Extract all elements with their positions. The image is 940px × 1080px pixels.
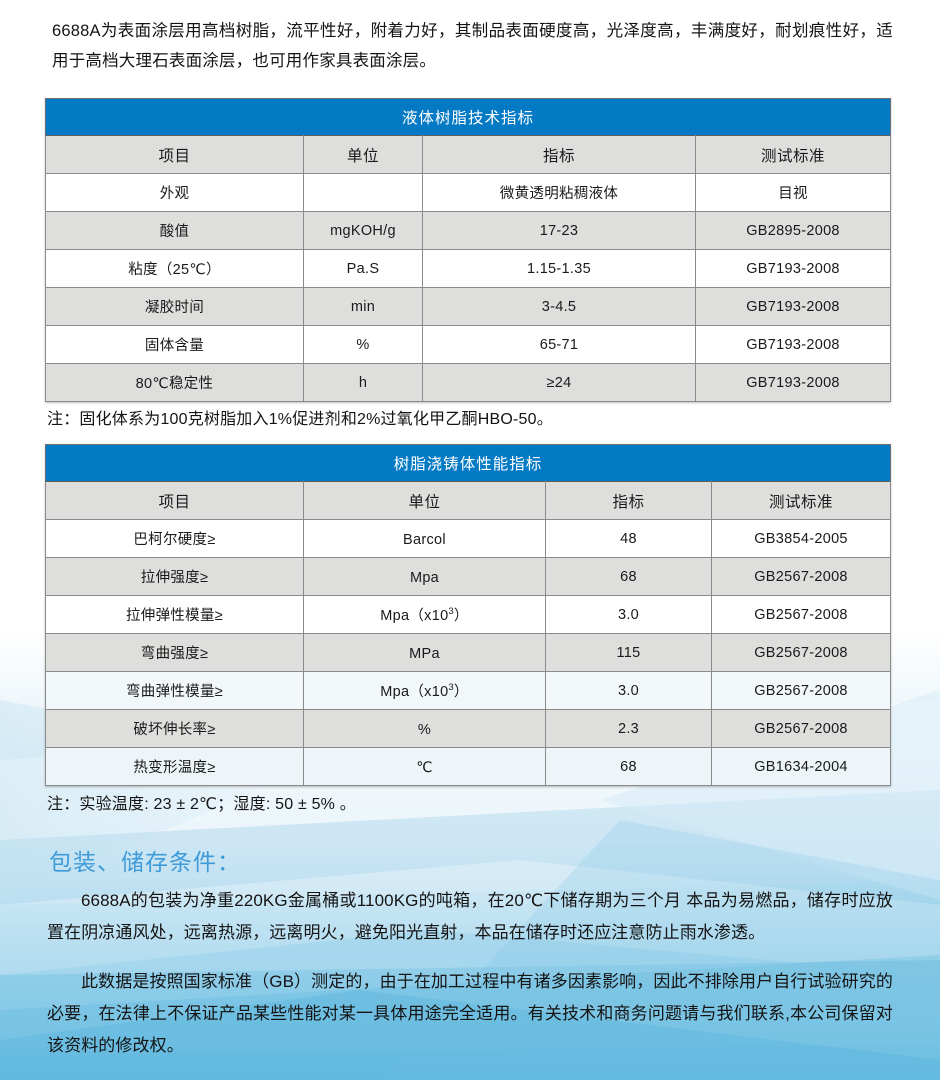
cell-standard: GB2567-2008 xyxy=(710,671,892,710)
cell-item: 80℃稳定性 xyxy=(45,363,304,402)
column-header-standard: 测试标准 xyxy=(710,481,892,520)
table-row: 凝胶时间 min 3-4.5 GB7193-2008 xyxy=(45,287,892,326)
cell-item: 固体含量 xyxy=(45,325,304,364)
table-banner-row: 液体树脂技术指标 xyxy=(45,98,891,136)
column-header-item: 项目 xyxy=(45,481,304,520)
cell-value: ≥24 xyxy=(422,363,696,402)
table-row: 巴柯尔硬度≥ Barcol 48 GB3854-2005 xyxy=(45,519,892,558)
table-row: 80℃稳定性 h ≥24 GB7193-2008 xyxy=(45,363,892,402)
cell-standard: GB1634-2004 xyxy=(710,747,892,786)
cell-unit: min xyxy=(303,287,423,326)
table-row: 外观 微黄透明粘稠液体 目视 xyxy=(45,173,892,212)
cell-unit: ℃ xyxy=(303,747,546,786)
column-header-standard: 测试标准 xyxy=(694,135,892,174)
cell-standard: GB7193-2008 xyxy=(694,363,892,402)
table-row: 拉伸强度≥ Mpa 68 GB2567-2008 xyxy=(45,557,892,596)
cell-item: 拉伸弹性模量≥ xyxy=(45,595,304,634)
cell-unit: mgKOH/g xyxy=(303,211,423,250)
cell-item: 外观 xyxy=(45,173,304,212)
table-row: 弯曲弹性模量≥ Mpa（x103） 3.0 GB2567-2008 xyxy=(45,671,892,710)
cell-item: 巴柯尔硬度≥ xyxy=(45,519,304,558)
table-banner-row: 树脂浇铸体性能指标 xyxy=(45,444,891,482)
cell-unit: Mpa xyxy=(303,557,546,596)
table-row: 弯曲强度≥ MPa 115 GB2567-2008 xyxy=(45,633,892,672)
cell-standard: GB7193-2008 xyxy=(694,287,892,326)
cell-unit: MPa xyxy=(303,633,546,672)
table-row: 破坏伸长率≥ % 2.3 GB2567-2008 xyxy=(45,709,892,748)
packaging-paragraph-1: 6688A的包装为净重220KG金属桶或1100KG的吨箱，在20℃下储存期为三… xyxy=(47,891,893,942)
cell-value: 65-71 xyxy=(422,325,696,364)
liquid-resin-table: 液体树脂技术指标 项目 单位 指标 测试标准 外观 微黄透明粘稠液体 目视 酸值 xyxy=(45,98,892,402)
cell-unit: Pa.S xyxy=(303,249,423,288)
cell-unit: % xyxy=(303,709,546,748)
cell-value: 3-4.5 xyxy=(422,287,696,326)
cell-unit: Mpa（x103） xyxy=(303,595,546,634)
cell-item: 弯曲强度≥ xyxy=(45,633,304,672)
cell-value: 48 xyxy=(545,519,712,558)
cell-value: 2.3 xyxy=(545,709,712,748)
packaging-section-heading: 包装、储存条件： xyxy=(49,849,241,875)
cell-item: 凝胶时间 xyxy=(45,287,304,326)
table-row: 粘度（25℃） Pa.S 1.15-1.35 GB7193-2008 xyxy=(45,249,892,288)
table-row: 固体含量 % 65-71 GB7193-2008 xyxy=(45,325,892,364)
liquid-table-banner-title: 液体树脂技术指标 xyxy=(45,98,891,136)
cell-value: 68 xyxy=(545,557,712,596)
cell-value: 3.0 xyxy=(545,595,712,634)
cell-item: 粘度（25℃） xyxy=(45,249,304,288)
cell-unit: Mpa（x103） xyxy=(303,671,546,710)
cast-table-body: 巴柯尔硬度≥ Barcol 48 GB3854-2005 拉伸强度≥ Mpa 6… xyxy=(45,519,892,786)
liquid-table-body: 外观 微黄透明粘稠液体 目视 酸值 mgKOH/g 17-23 GB2895-2… xyxy=(45,173,892,402)
intro-paragraph: 6688A为表面涂层用高档树脂，流平性好，附着力好，其制品表面硬度高，光泽度高，… xyxy=(52,22,893,70)
cell-standard: 目视 xyxy=(694,173,892,212)
column-header-unit: 单位 xyxy=(303,481,546,520)
column-header-unit: 单位 xyxy=(303,135,423,174)
table-row: 拉伸弹性模量≥ Mpa（x103） 3.0 GB2567-2008 xyxy=(45,595,892,634)
cell-value: 115 xyxy=(545,633,712,672)
cell-value: 微黄透明粘稠液体 xyxy=(422,173,696,212)
column-header-item: 项目 xyxy=(45,135,304,174)
cell-unit: Barcol xyxy=(303,519,546,558)
cell-item: 酸值 xyxy=(45,211,304,250)
cast-resin-table: 树脂浇铸体性能指标 项目 单位 指标 测试标准 巴柯尔硬度≥ Barcol 48… xyxy=(45,444,892,786)
table-row: 热变形温度≥ ℃ 68 GB1634-2004 xyxy=(45,747,892,786)
cell-unit: h xyxy=(303,363,423,402)
liquid-resin-table-wrapper: 液体树脂技术指标 项目 单位 指标 测试标准 外观 微黄透明粘稠液体 目视 酸值 xyxy=(45,98,895,402)
cell-unit: % xyxy=(303,325,423,364)
column-header-value: 指标 xyxy=(545,481,712,520)
cast-resin-table-wrapper: 树脂浇铸体性能指标 项目 单位 指标 测试标准 巴柯尔硬度≥ Barcol 48… xyxy=(45,444,895,786)
cell-standard: GB2895-2008 xyxy=(694,211,892,250)
cell-value: 3.0 xyxy=(545,671,712,710)
table-header-row: 项目 单位 指标 测试标准 xyxy=(45,135,892,174)
cell-value: 1.15-1.35 xyxy=(422,249,696,288)
table-header-row: 项目 单位 指标 测试标准 xyxy=(45,481,892,520)
cell-item: 弯曲弹性模量≥ xyxy=(45,671,304,710)
cell-item: 拉伸强度≥ xyxy=(45,557,304,596)
table-row: 酸值 mgKOH/g 17-23 GB2895-2008 xyxy=(45,211,892,250)
cell-value: 68 xyxy=(545,747,712,786)
cell-item: 破坏伸长率≥ xyxy=(45,709,304,748)
cell-standard: GB7193-2008 xyxy=(694,325,892,364)
cast-table-note: 注：实验温度: 23 ± 2℃；湿度: 50 ± 5% 。 xyxy=(47,796,356,813)
cell-standard: GB3854-2005 xyxy=(710,519,892,558)
cell-item: 热变形温度≥ xyxy=(45,747,304,786)
cell-standard: GB2567-2008 xyxy=(710,557,892,596)
column-header-value: 指标 xyxy=(422,135,696,174)
cell-standard: GB2567-2008 xyxy=(710,709,892,748)
cell-standard: GB2567-2008 xyxy=(710,633,892,672)
liquid-table-note: 注：固化体系为100克树脂加入1%促进剂和2%过氧化甲乙酮HBO-50。 xyxy=(47,411,553,428)
cast-table-banner-title: 树脂浇铸体性能指标 xyxy=(45,444,891,482)
cell-value: 17-23 xyxy=(422,211,696,250)
cell-standard: GB2567-2008 xyxy=(710,595,892,634)
packaging-paragraph-2: 此数据是按照国家标准（GB）测定的，由于在加工过程中有诸多因素影响，因此不排除用… xyxy=(47,972,893,1055)
cell-standard: GB7193-2008 xyxy=(694,249,892,288)
cell-unit xyxy=(303,173,423,212)
